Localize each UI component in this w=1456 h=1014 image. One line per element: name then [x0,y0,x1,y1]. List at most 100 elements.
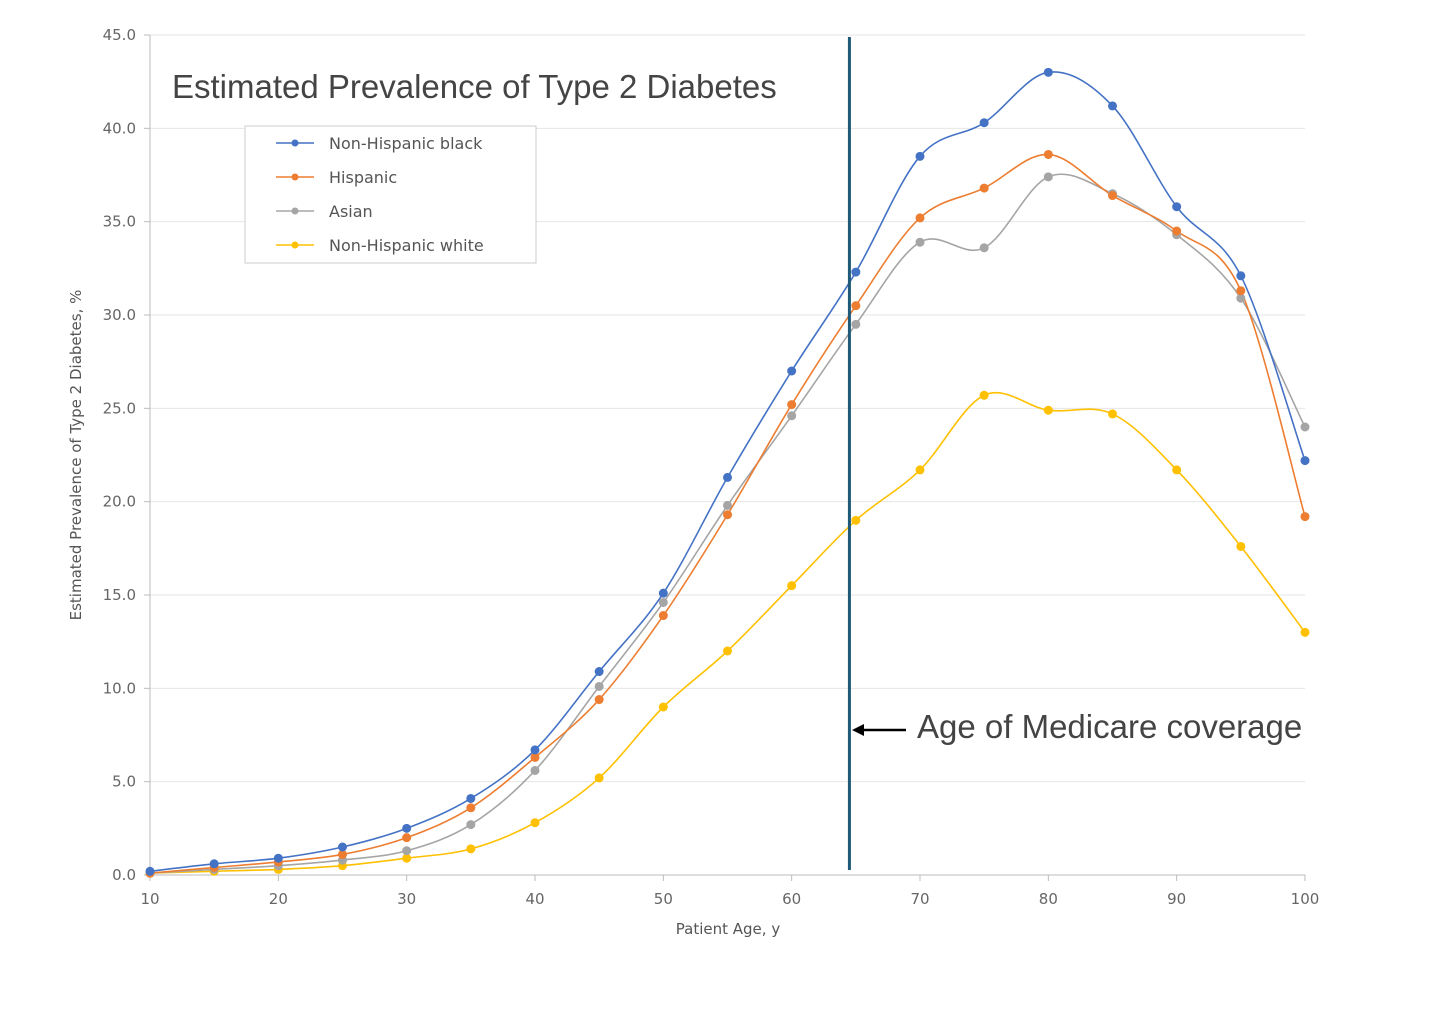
series-line-non-hispanic-white [149,391,1306,874]
data-point-hispanic [851,301,861,311]
legend: Non-Hispanic black Hispanic Asian Non-Hispa… [244,125,537,264]
legend-marker-asian [291,207,299,215]
data-point-non-hispanic-black [402,823,412,833]
data-point-non-hispanic-black [1172,202,1182,212]
y-axis-title: Estimated Prevalence of Type 2 Diabetes,… [67,290,85,621]
data-point-non-hispanic-black [594,667,604,677]
data-point-non-hispanic-white [851,515,861,525]
legend-marker-non-hispanic-black [291,139,299,147]
data-point-hispanic [530,752,540,762]
data-point-hispanic [658,611,668,621]
y-tick-label: 5.0 [112,773,136,791]
data-point-non-hispanic-white [402,853,412,863]
y-tick-labels: 0.0 5.0 10.0 15.0 20.0 25.0 30.0 35.0 40.0 45.0 [103,26,150,884]
data-point-non-hispanic-black [145,866,155,876]
y-tick-label: 10.0 [103,679,136,697]
data-point-asian [851,319,861,329]
data-point-asian [1043,172,1053,182]
data-point-asian [1236,293,1246,303]
data-point-asian [787,411,797,421]
x-tick-label: 60 [782,890,801,908]
data-point-hispanic [594,695,604,705]
data-point-non-hispanic-white [1172,465,1182,475]
x-tick-label: 50 [654,890,673,908]
data-point-asian [594,681,604,691]
x-tick-label: 90 [1167,890,1186,908]
y-tick-label: 30.0 [103,306,136,324]
data-point-non-hispanic-white [723,646,732,656]
data-point-hispanic [1172,226,1182,236]
legend-marker-non-hispanic-white [291,241,299,249]
y-tick-label: 15.0 [103,586,136,604]
medicare-arrow [852,724,906,736]
data-point-non-hispanic-black [1108,101,1117,111]
x-tick-label: 30 [397,890,416,908]
data-point-non-hispanic-black [658,588,668,598]
data-point-non-hispanic-black [530,745,540,755]
y-tick-label: 35.0 [103,213,136,231]
data-point-asian [402,846,412,856]
legend-label-asian: Asian [329,202,373,221]
data-point-non-hispanic-white [466,844,476,854]
data-point-non-hispanic-black [209,859,219,869]
data-point-hispanic [787,400,797,410]
data-point-hispanic [723,510,732,520]
data-point-asian [466,820,476,830]
y-tick-label: 45.0 [103,26,136,44]
data-point-non-hispanic-black [1300,456,1310,466]
legend-label-non-hispanic-white: Non-Hispanic white [329,236,484,255]
data-point-non-hispanic-black [273,853,283,863]
data-point-non-hispanic-black [338,842,347,852]
x-tick-label: 80 [1039,890,1058,908]
data-point-non-hispanic-white [530,818,540,828]
data-point-non-hispanic-white [787,581,797,591]
x-tick-label: 40 [525,890,544,908]
data-point-non-hispanic-black [979,118,989,128]
data-point-non-hispanic-black [851,267,861,277]
data-point-non-hispanic-white [1043,405,1053,415]
data-point-non-hispanic-black [1236,271,1246,281]
data-point-non-hispanic-white [658,702,668,712]
data-point-hispanic [1043,149,1053,159]
axes [149,35,1305,876]
x-tick-label: 70 [910,890,929,908]
chart-title: Estimated Prevalence of Type 2 Diabetes [172,68,777,105]
data-point-asian [723,500,732,510]
data-point-non-hispanic-white [1108,409,1117,419]
data-point-hispanic [1236,286,1246,296]
x-tick-label: 100 [1291,890,1320,908]
data-point-non-hispanic-black [723,472,732,482]
data-point-hispanic [979,183,989,193]
series-line-asian [149,173,1306,874]
data-point-non-hispanic-white [915,465,925,475]
x-tick-labels: 10 20 30 40 50 60 70 80 90 100 [140,875,1319,908]
series-points [145,67,1310,878]
legend-label-non-hispanic-black: Non-Hispanic black [329,134,483,153]
data-point-asian [915,237,925,247]
data-point-hispanic [402,833,412,843]
data-point-asian [979,243,989,253]
data-point-asian [1300,422,1310,432]
series-line-hispanic [149,153,1306,874]
data-point-non-hispanic-black [787,366,797,376]
x-tick-label: 20 [269,890,288,908]
x-axis-title: Patient Age, y [676,920,781,938]
data-point-non-hispanic-white [1236,541,1246,551]
y-tick-label: 40.0 [103,119,136,137]
data-point-non-hispanic-white [1300,627,1310,637]
medicare-annotation: Age of Medicare coverage [917,708,1302,745]
data-point-asian [658,597,668,607]
data-point-asian [530,765,540,775]
x-tick-label: 10 [140,890,159,908]
data-point-hispanic [915,213,925,223]
data-point-non-hispanic-white [979,390,989,400]
data-point-hispanic [1108,191,1117,201]
legend-label-hispanic: Hispanic [329,168,397,187]
data-point-hispanic [1300,512,1310,522]
series-line-non-hispanic-black [149,71,1306,873]
data-point-hispanic [338,849,347,859]
legend-box [244,125,537,264]
data-point-non-hispanic-black [1043,67,1053,77]
y-tick-label: 0.0 [112,866,136,884]
